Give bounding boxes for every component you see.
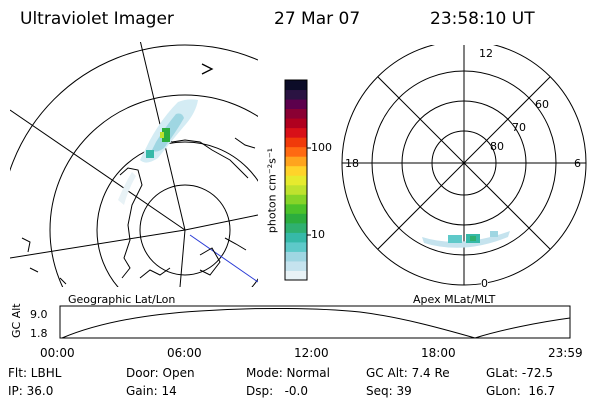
geo-meridian (10, 229, 186, 259)
colorbar-cell (285, 80, 307, 91)
time-label: 23:58:10 UT (430, 9, 535, 29)
colorbar-cell (285, 222, 307, 233)
colorbar-tick-10: 10 (311, 228, 325, 241)
gain-value: Gain: 14 (126, 384, 177, 398)
geo-lat-circle (139, 184, 231, 276)
colorbar-cell (285, 213, 307, 224)
geo-meridian (179, 229, 186, 287)
colorbar (284, 79, 311, 281)
geo-lat-circle (10, 44, 258, 172)
colorbar-cell (285, 89, 307, 100)
geo-lat-circle (49, 94, 258, 287)
colorbar-cell (285, 118, 307, 129)
colorbar-cell (285, 232, 307, 243)
geo-caption: Geographic Lat/Lon (68, 293, 176, 306)
door-value: Door: Open (126, 366, 195, 380)
geo-lat-circle (96, 141, 258, 287)
mlat-label-60: 60 (535, 98, 549, 111)
colorbar-cell (285, 127, 307, 138)
instrument-title: Ultraviolet Imager (20, 9, 174, 29)
filter-value: Flt: LBHL (8, 366, 62, 380)
glat-value: GLat: -72.5 (486, 366, 553, 380)
colorbar-cell (285, 251, 307, 262)
colorbar-cell (285, 156, 307, 167)
colorbar-cell (285, 137, 307, 148)
colorbar-cell (285, 175, 307, 186)
colorbar-cell (285, 194, 307, 205)
colorbar-unit-label: photon cm⁻²s⁻¹ (265, 147, 279, 234)
colorbar-cell (285, 184, 307, 195)
mlt-label-0: 0 (481, 277, 488, 290)
colorbar-cell (285, 99, 307, 110)
colorbar-cell (285, 108, 307, 119)
mlt-label-12: 12 (479, 47, 493, 60)
colorbar-cell (285, 241, 307, 252)
colorbar-cell (285, 203, 307, 214)
aurora-emission-polar (422, 231, 510, 248)
colorbar-tick-100: 100 (311, 141, 332, 154)
mlat-label-80: 80 (490, 140, 504, 153)
gc-alt-value: GC Alt: 7.4 Re (366, 366, 450, 380)
time-tick-0600: 06:00 (167, 346, 202, 360)
glon-value: GLon: 16.7 (486, 384, 556, 398)
satellite-ground-track (189, 234, 258, 283)
alt-max-label: 9.0 (30, 308, 48, 321)
time-tick-0000: 00:00 (40, 346, 75, 360)
geo-meridian (10, 109, 186, 231)
time-tick-2359: 23:59 (548, 346, 583, 360)
time-tick-1200: 12:00 (294, 346, 329, 360)
dsp-value: Dsp: -0.0 (246, 384, 309, 398)
mlt-label-6: 6 (574, 157, 581, 170)
colorbar-cell (285, 270, 307, 281)
colorbar-cell (285, 165, 307, 176)
geo-meridian (184, 214, 258, 231)
geographic-map-panel (10, 42, 258, 287)
alt-ylabel: GC Alt (10, 303, 23, 338)
mlt-label-18: 18 (345, 157, 359, 170)
altitude-strip (59, 305, 571, 339)
apex-caption: Apex MLat/MLT (413, 293, 496, 306)
coastline (21, 237, 67, 285)
polar-mlt-panel (341, 45, 587, 286)
aurora-emission-geo (118, 99, 198, 205)
orientation-arrow-icon (201, 63, 214, 75)
coastline (119, 134, 256, 279)
colorbar-scale (285, 80, 307, 281)
colorbar-cell (285, 260, 307, 271)
date-label: 27 Mar 07 (274, 9, 361, 29)
colorbar-cell (285, 146, 307, 157)
mlat-label-70: 70 (512, 121, 526, 134)
ip-value: IP: 36.0 (8, 384, 54, 398)
seq-value: Seq: 39 (366, 384, 412, 398)
alt-min-label: 1.8 (30, 327, 48, 340)
altitude-curve (60, 307, 571, 339)
mode-value: Mode: Normal (246, 366, 330, 380)
time-tick-1800: 18:00 (421, 346, 456, 360)
